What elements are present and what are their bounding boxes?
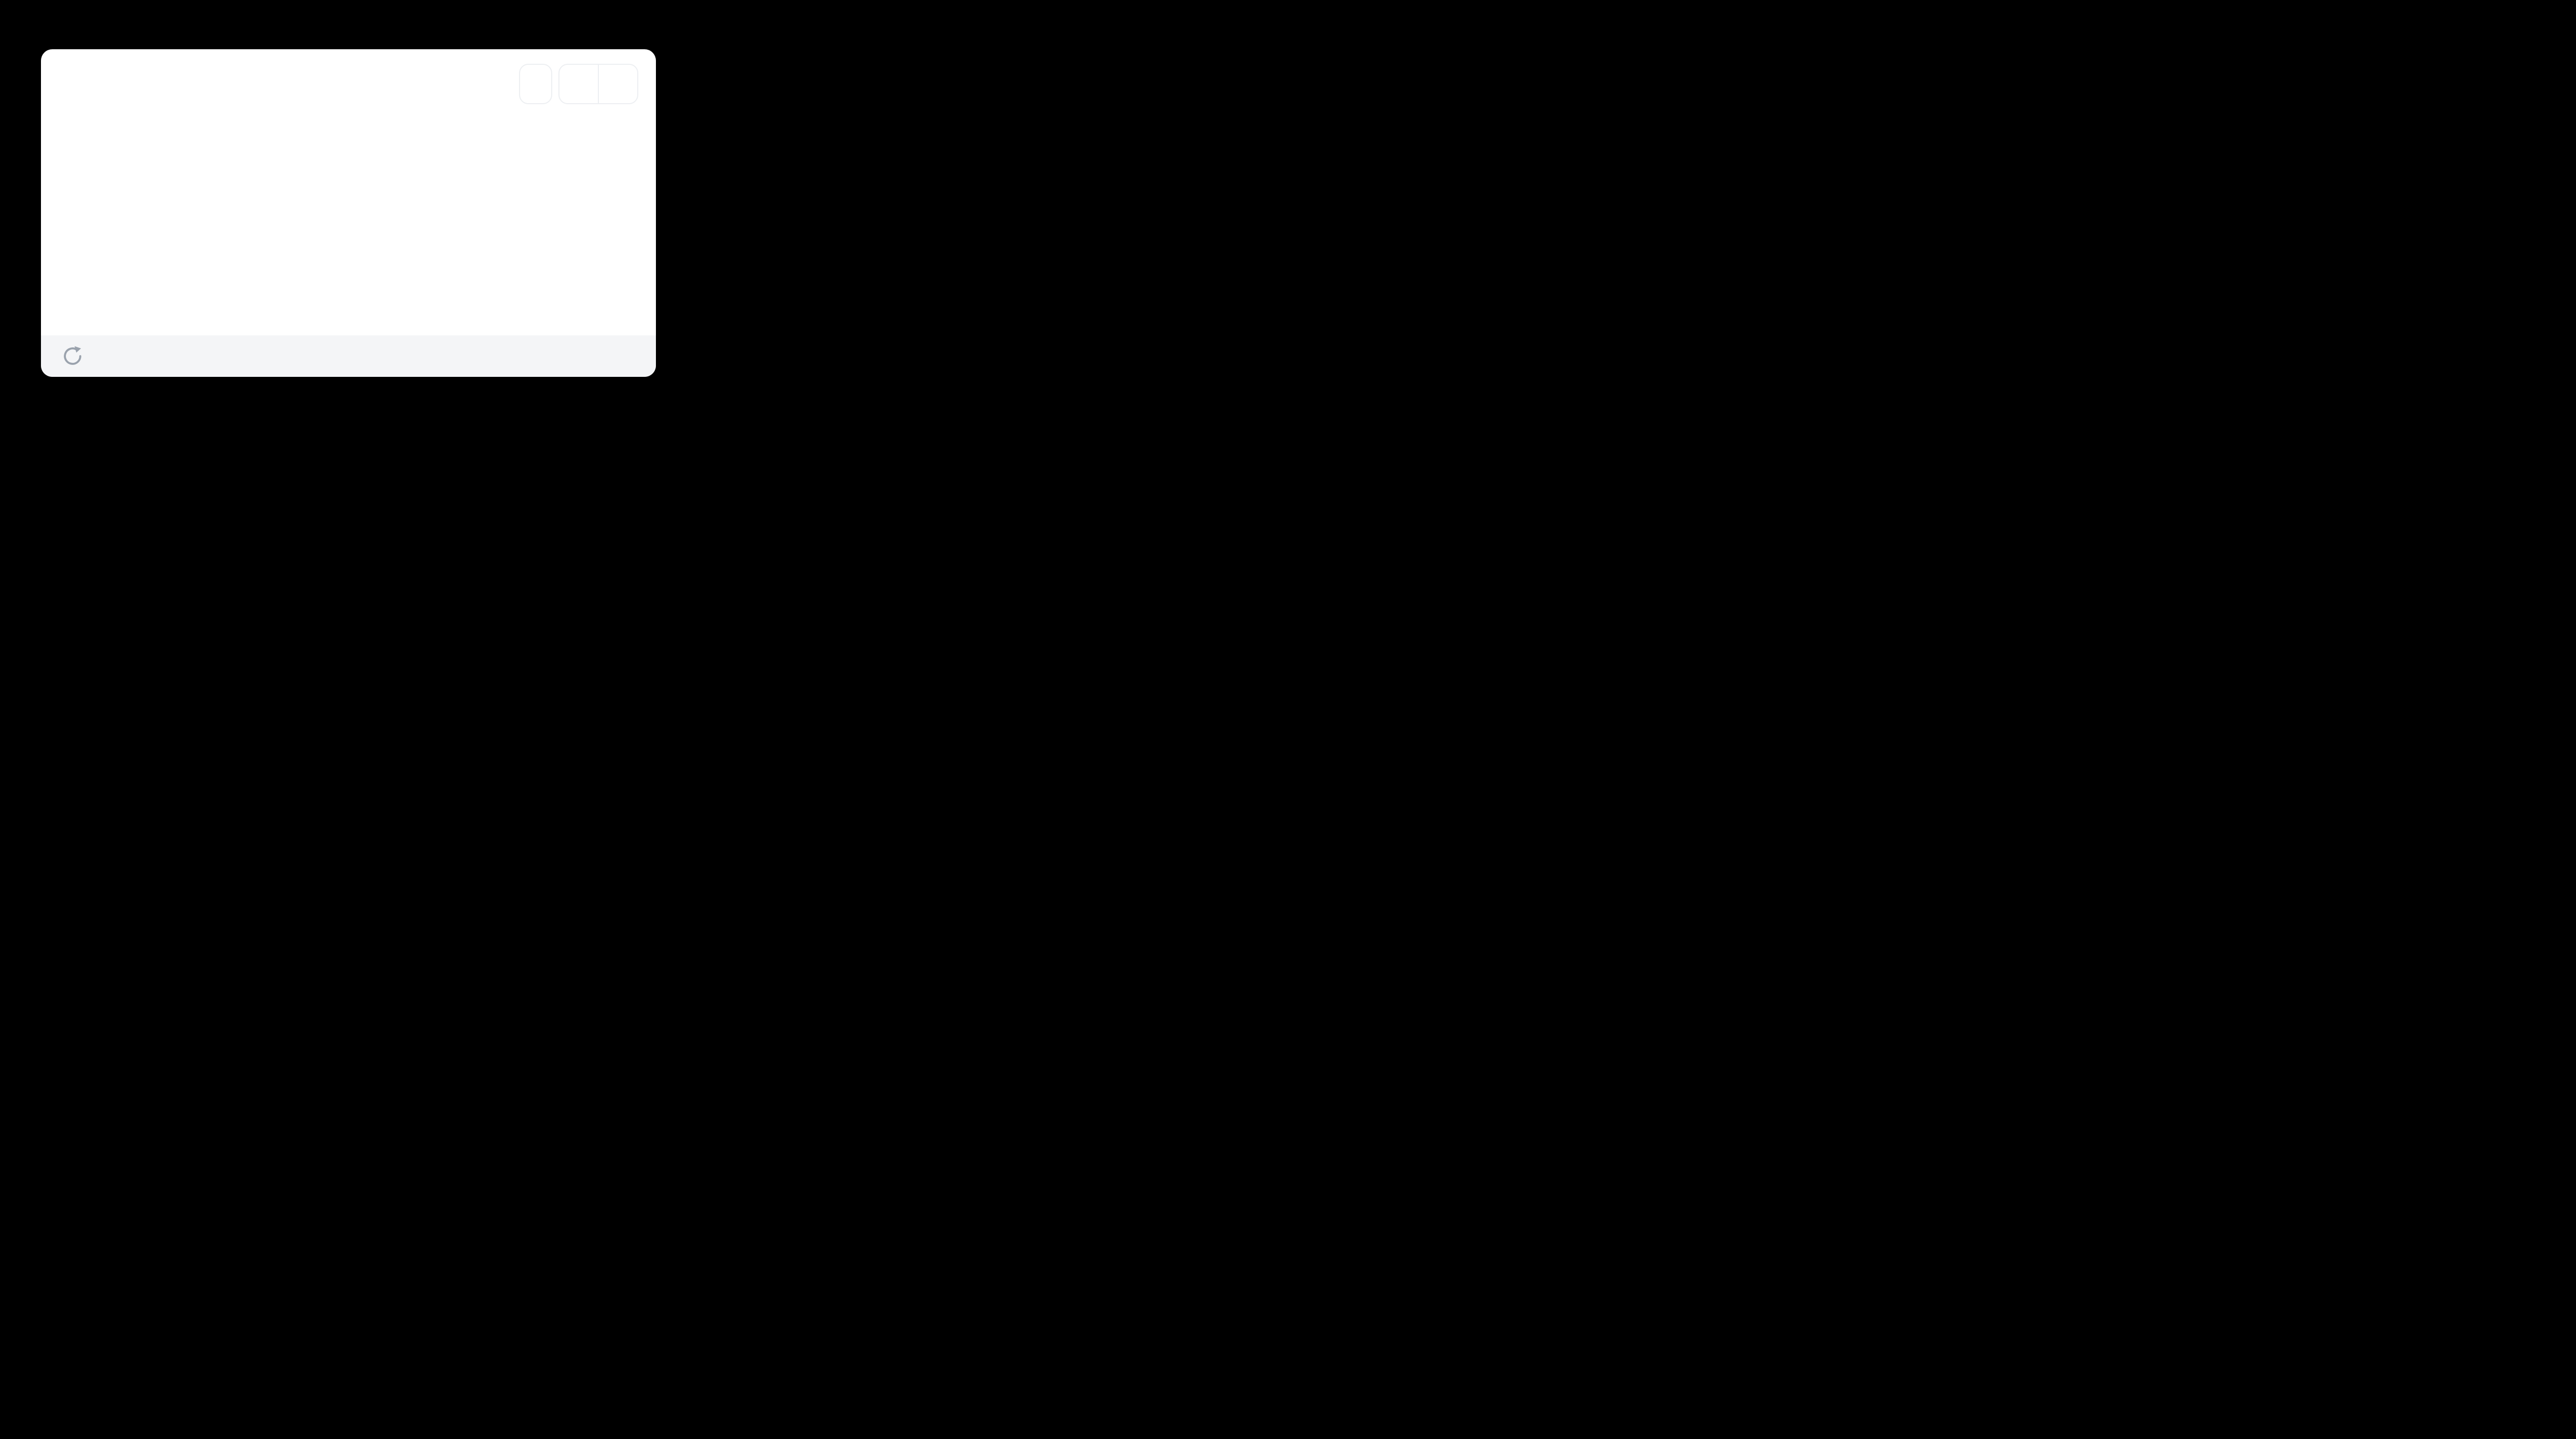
move-left-button[interactable] bbox=[559, 65, 598, 103]
card-chart-area bbox=[63, 101, 636, 340]
move-card-buttons bbox=[558, 64, 638, 104]
edit-button[interactable] bbox=[519, 64, 552, 104]
dashboard-grid bbox=[41, 49, 2540, 377]
card-header-buttons bbox=[519, 64, 638, 104]
card-footer bbox=[41, 335, 656, 377]
card-pie-topn-with-granularity bbox=[41, 49, 656, 377]
refresh-icon[interactable] bbox=[61, 344, 85, 368]
move-right-button[interactable] bbox=[598, 65, 637, 103]
